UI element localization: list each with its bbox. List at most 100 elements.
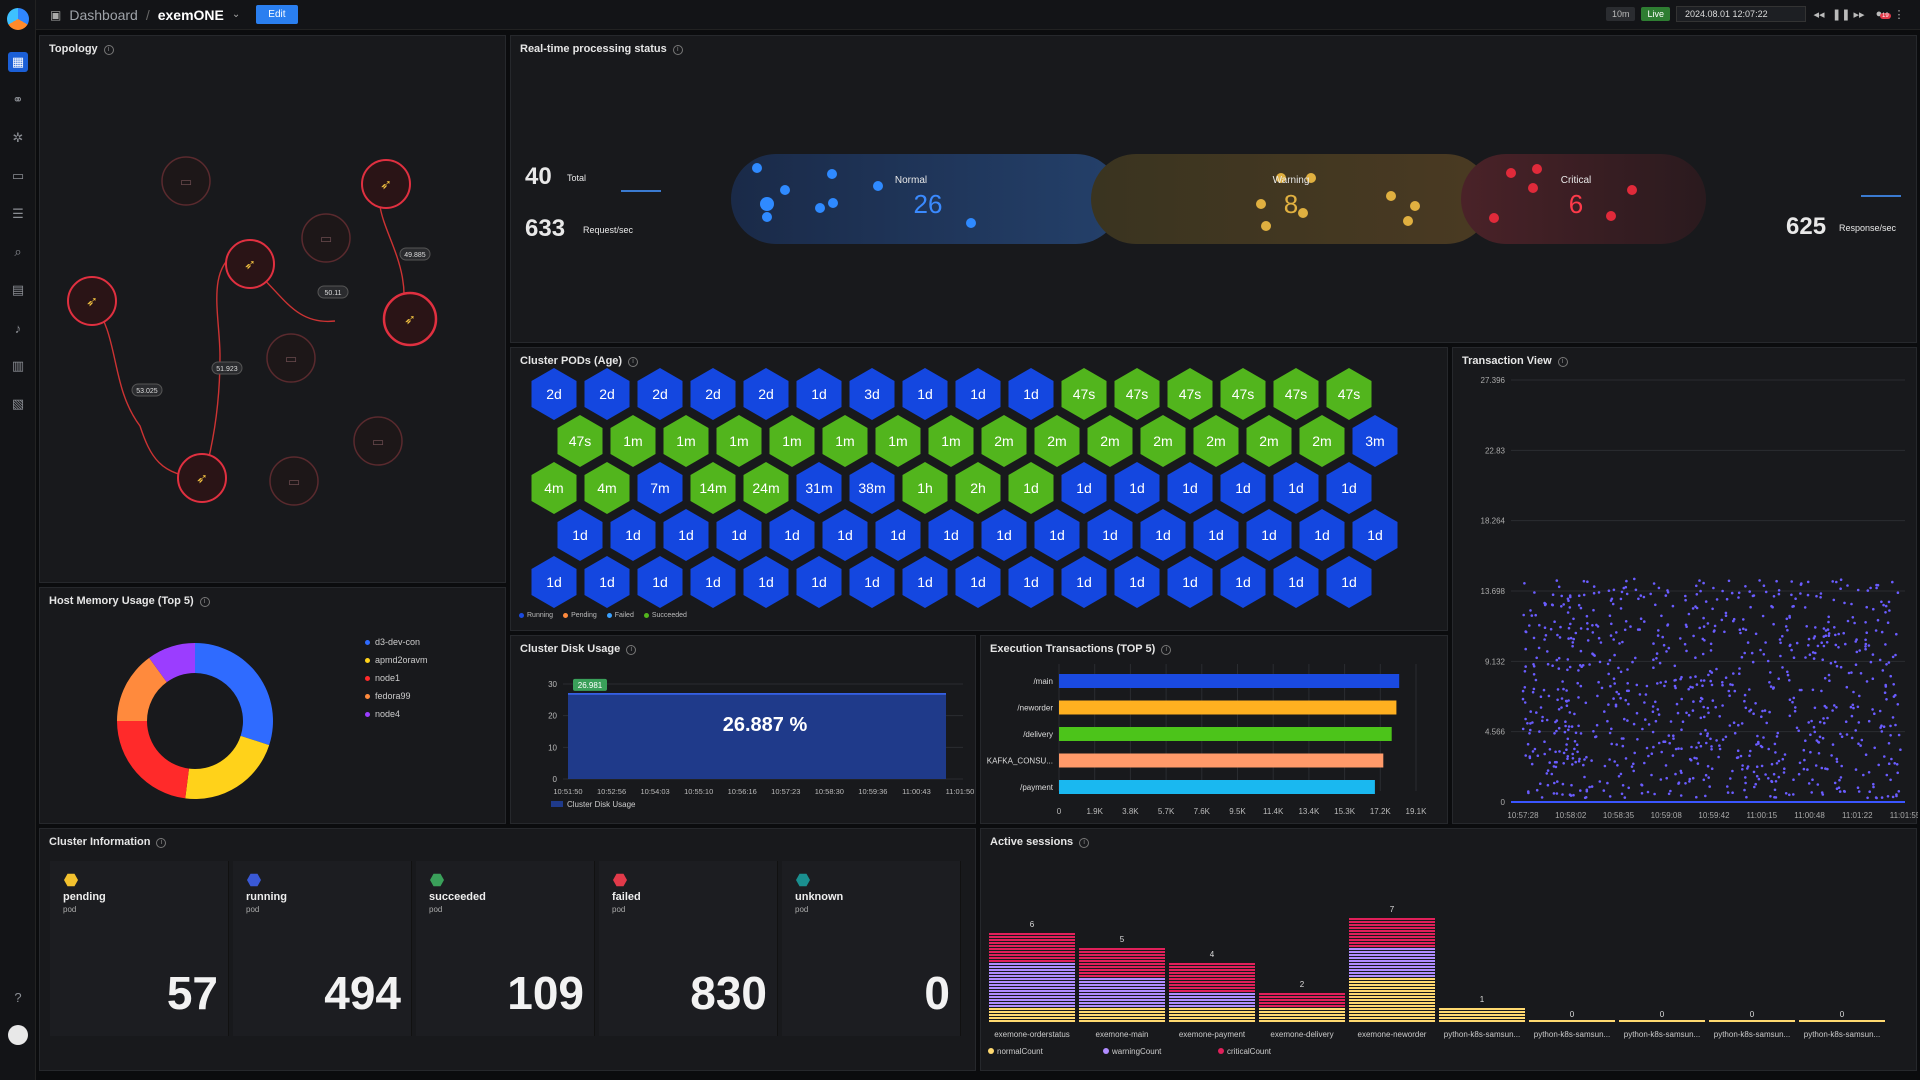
pod-hexagon[interactable] — [1193, 415, 1239, 467]
info-icon[interactable]: i — [103, 45, 114, 55]
pod-hexagon[interactable] — [610, 509, 656, 561]
topology-icon[interactable]: ⚭ — [12, 92, 24, 107]
host-node[interactable] — [161, 156, 211, 206]
info-icon[interactable]: i — [1079, 838, 1090, 848]
pod-hexagon[interactable] — [955, 556, 1001, 608]
help-icon[interactable]: ? — [14, 989, 22, 1005]
app-node[interactable] — [67, 276, 117, 326]
kubernetes-icon[interactable]: ✲ — [12, 130, 24, 145]
pod-hexagon[interactable] — [822, 509, 868, 561]
pod-status-card[interactable]: unknown pod 0 — [782, 861, 961, 1036]
info-icon[interactable]: i — [1557, 357, 1568, 367]
pod-hexagon[interactable] — [690, 462, 736, 514]
forward-icon[interactable]: ▸▸ — [1853, 8, 1865, 21]
pod-hexagon[interactable] — [584, 462, 630, 514]
legend-item[interactable]: d3-dev-con — [365, 633, 428, 651]
pod-hexagon[interactable] — [1140, 415, 1186, 467]
info-icon[interactable]: i — [156, 838, 167, 848]
breadcrumb-dashboard[interactable]: Dashboard — [69, 6, 138, 23]
pod-hexagon[interactable] — [902, 462, 948, 514]
info-icon[interactable]: i — [628, 357, 639, 367]
bell-icon[interactable]: ♪ — [14, 320, 22, 336]
info-icon[interactable]: i — [626, 645, 637, 655]
pod-hexagon[interactable] — [1273, 556, 1319, 608]
donut-slice[interactable] — [185, 735, 270, 799]
pod-hexagon[interactable] — [1114, 462, 1160, 514]
donut-slice[interactable] — [149, 643, 195, 683]
chevron-down-icon[interactable]: ⌄ — [231, 9, 241, 20]
pod-hexagon[interactable] — [1087, 509, 1133, 561]
critical-tube[interactable] — [1461, 154, 1706, 244]
pod-hexagon[interactable] — [1246, 415, 1292, 467]
app-node[interactable] — [382, 291, 438, 347]
pod-hexagon[interactable] — [743, 462, 789, 514]
notification-icon[interactable]: ● 19 — [1875, 8, 1891, 20]
monitor-icon[interactable]: ▭ — [11, 168, 25, 183]
pod-hexagon[interactable] — [1061, 462, 1107, 514]
session-bar[interactable] — [989, 933, 1075, 1023]
info-icon[interactable]: i — [672, 45, 683, 55]
document-icon[interactable]: ▧ — [11, 396, 25, 411]
donut-slice[interactable] — [117, 721, 189, 799]
pod-hexagon[interactable] — [822, 415, 868, 467]
exec-bar[interactable] — [1059, 727, 1392, 741]
pod-hexagon[interactable] — [1087, 415, 1133, 467]
pod-hexagon[interactable] — [1193, 509, 1239, 561]
pod-hexagon[interactable] — [796, 368, 842, 420]
host-node[interactable] — [353, 416, 403, 466]
pod-hexagon[interactable] — [637, 556, 683, 608]
pod-hexagon[interactable] — [1299, 415, 1345, 467]
pod-hexagon[interactable] — [610, 415, 656, 467]
pod-hexagon[interactable] — [1114, 556, 1160, 608]
exec-bar[interactable] — [1059, 674, 1400, 688]
pod-hexagon[interactable] — [1246, 509, 1292, 561]
exec-bar[interactable] — [1059, 780, 1375, 794]
pause-icon[interactable]: ❚❚ — [1832, 8, 1851, 21]
usage-area[interactable] — [568, 693, 946, 779]
exec-bar[interactable] — [1059, 700, 1397, 715]
pod-hexagon[interactable] — [955, 368, 1001, 420]
session-bar[interactable] — [1439, 1008, 1525, 1023]
pod-hexagon[interactable] — [1034, 509, 1080, 561]
legend-item[interactable]: node4 — [365, 705, 428, 723]
legend-item[interactable]: fedora99 — [365, 687, 428, 705]
dashboard-name[interactable]: exemONE — [157, 6, 224, 23]
pod-hexagon[interactable] — [1273, 462, 1319, 514]
legend-item[interactable]: node1 — [365, 669, 428, 687]
pod-hexagon[interactable] — [769, 415, 815, 467]
pod-status-card[interactable]: running pod 494 — [233, 861, 412, 1036]
pod-status-card[interactable]: pending pod 57 — [50, 861, 229, 1036]
pod-hexagon[interactable] — [1220, 556, 1266, 608]
live-chip[interactable]: Live — [1641, 7, 1670, 21]
info-icon[interactable]: i — [199, 597, 210, 607]
pod-hexagon[interactable] — [1167, 556, 1213, 608]
pod-hexagon[interactable] — [1061, 368, 1107, 420]
app-node[interactable] — [361, 159, 411, 209]
pod-hexagon[interactable] — [557, 415, 603, 467]
analysis-icon[interactable]: ▤ — [11, 282, 25, 297]
host-node[interactable] — [301, 213, 351, 263]
pod-hexagon[interactable] — [663, 415, 709, 467]
app-node[interactable] — [225, 239, 275, 289]
app-logo-icon[interactable] — [7, 8, 29, 30]
transaction-scatter[interactable]: 27.396 22.83 18.264 13.698 9.132 4.566 010:57:… — [1453, 348, 1920, 825]
warning-tube[interactable] — [1091, 154, 1491, 244]
database-icon[interactable]: ☰ — [12, 206, 24, 221]
pod-hexagon[interactable] — [1220, 462, 1266, 514]
pod-hexagon[interactable] — [1326, 368, 1372, 420]
pod-hexagon[interactable] — [875, 509, 921, 561]
pod-hexagon[interactable] — [716, 509, 762, 561]
pod-hexagon[interactable] — [743, 368, 789, 420]
pod-hexagon[interactable] — [1034, 415, 1080, 467]
pod-hexagon[interactable] — [637, 462, 683, 514]
avatar[interactable] — [8, 1025, 28, 1045]
pod-hexagon[interactable] — [928, 415, 974, 467]
donut-slice[interactable] — [117, 657, 167, 721]
app-node[interactable] — [177, 453, 227, 503]
pod-hexagon[interactable] — [663, 509, 709, 561]
pod-hexagon[interactable] — [637, 368, 683, 420]
pod-hexagon[interactable] — [1326, 556, 1372, 608]
pod-hexagon[interactable] — [743, 556, 789, 608]
pod-hexagon[interactable] — [557, 509, 603, 561]
pod-hexagon[interactable] — [531, 462, 577, 514]
